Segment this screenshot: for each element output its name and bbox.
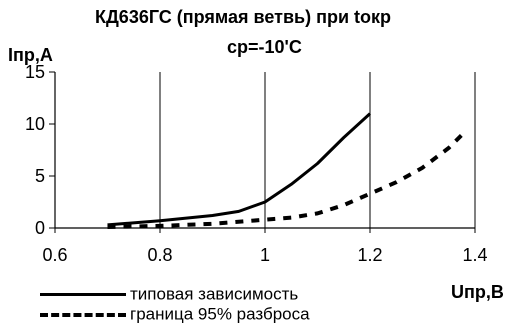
x-tick-label-3: 1.2 bbox=[357, 245, 382, 265]
x-tick-label-2: 1 bbox=[260, 245, 270, 265]
x-tick-label-0: 0.6 bbox=[42, 245, 67, 265]
y-tick-label-0: 0 bbox=[35, 218, 45, 238]
x-axis-label: Uпр,В bbox=[451, 282, 504, 302]
legend-label-typical: типовая зависимость bbox=[130, 284, 299, 304]
legend-item-typical: типовая зависимость bbox=[40, 284, 298, 305]
chart-title-line2: ср=-10'С bbox=[227, 37, 302, 57]
chart-title-line1: КД636ГС (прямая ветвь) при tокр bbox=[95, 7, 391, 27]
y-tick-label-2: 10 bbox=[25, 114, 45, 134]
legend-swatch-dashed bbox=[40, 312, 126, 317]
x-tick-label-4: 1.4 bbox=[462, 245, 487, 265]
legend-label-bound: граница 95% разброса bbox=[130, 304, 310, 324]
legend-swatch-solid bbox=[40, 293, 126, 297]
legend-item-bound: граница 95% разброса bbox=[40, 304, 310, 325]
series-line-typical bbox=[107, 112, 372, 227]
y-tick-label-1: 5 bbox=[35, 166, 45, 186]
series-line-bound bbox=[107, 130, 466, 229]
y-axis-label: Iпр,А bbox=[8, 45, 53, 65]
x-tick-label-1: 0.8 bbox=[147, 245, 172, 265]
y-tick-label-3: 15 bbox=[25, 62, 45, 82]
